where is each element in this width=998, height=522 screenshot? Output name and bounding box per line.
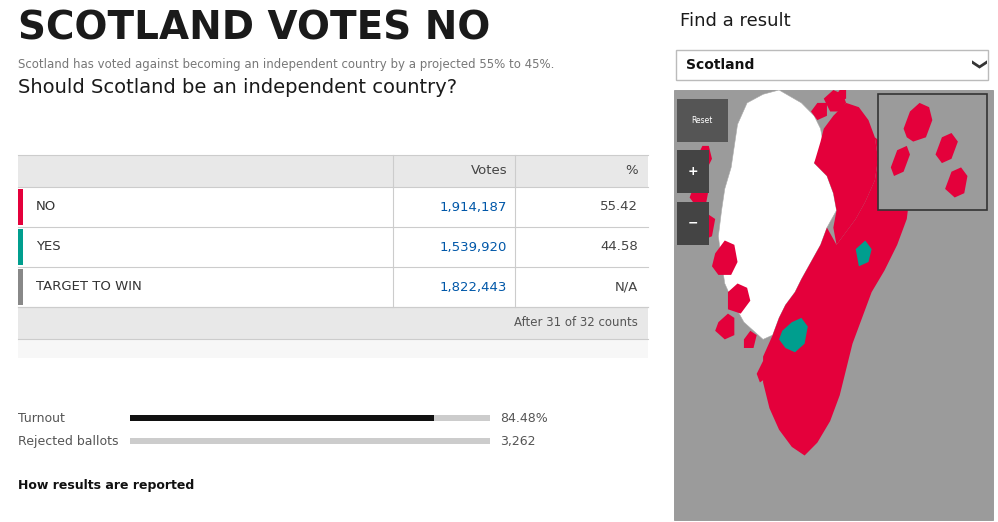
Bar: [677, 99, 728, 141]
Text: +: +: [688, 165, 699, 178]
Bar: [18, 267, 648, 307]
Bar: [130, 415, 434, 421]
Text: −: −: [688, 217, 698, 230]
Polygon shape: [756, 361, 769, 383]
Bar: [676, 50, 988, 80]
Text: Should Scotland be an independent country?: Should Scotland be an independent countr…: [18, 78, 457, 97]
Polygon shape: [935, 133, 958, 163]
Text: Scotland has voted against becoming an independent country by a projected 55% to: Scotland has voted against becoming an i…: [18, 58, 554, 71]
Text: Find a result: Find a result: [680, 12, 790, 30]
Bar: [878, 94, 987, 210]
Polygon shape: [719, 90, 836, 339]
Text: YES: YES: [36, 241, 61, 254]
Text: N/A: N/A: [615, 280, 638, 293]
Bar: [130, 415, 490, 421]
Bar: [18, 155, 648, 358]
Text: ❯: ❯: [968, 58, 983, 72]
Polygon shape: [833, 90, 846, 103]
Bar: [18, 307, 648, 339]
Polygon shape: [696, 215, 716, 241]
Text: SCOTLAND VOTES NO: SCOTLAND VOTES NO: [18, 10, 490, 48]
Polygon shape: [903, 103, 932, 141]
Text: 1,914,187: 1,914,187: [440, 200, 507, 213]
Polygon shape: [814, 103, 878, 245]
Polygon shape: [712, 241, 738, 275]
Polygon shape: [891, 146, 910, 176]
Bar: [18, 227, 648, 267]
Bar: [674, 90, 993, 520]
Polygon shape: [945, 168, 967, 197]
Text: 3,262: 3,262: [500, 434, 536, 447]
Text: NO: NO: [36, 200, 56, 213]
Polygon shape: [744, 331, 756, 348]
Text: 55.42: 55.42: [600, 200, 638, 213]
Text: Rejected ballots: Rejected ballots: [18, 434, 119, 447]
Bar: [18, 189, 23, 225]
Polygon shape: [690, 180, 709, 206]
Polygon shape: [811, 103, 827, 120]
Text: Reset: Reset: [692, 115, 714, 125]
Text: 84.48%: 84.48%: [500, 411, 548, 424]
Text: Votes: Votes: [471, 164, 507, 177]
Polygon shape: [696, 146, 712, 172]
Bar: [18, 155, 648, 187]
Bar: [677, 150, 709, 193]
Polygon shape: [716, 314, 735, 339]
Text: 1,539,920: 1,539,920: [440, 241, 507, 254]
Bar: [18, 269, 23, 305]
Bar: [18, 187, 648, 227]
Text: 44.58: 44.58: [600, 241, 638, 254]
Text: 1,822,443: 1,822,443: [440, 280, 507, 293]
Text: %: %: [625, 164, 638, 177]
Polygon shape: [823, 90, 846, 112]
Text: After 31 of 32 counts: After 31 of 32 counts: [514, 316, 638, 329]
Text: TARGET TO WIN: TARGET TO WIN: [36, 280, 142, 293]
Bar: [677, 202, 709, 245]
Polygon shape: [728, 283, 750, 314]
Text: Turnout: Turnout: [18, 411, 65, 424]
Polygon shape: [779, 318, 807, 352]
Text: How results are reported: How results are reported: [18, 479, 195, 492]
Bar: [18, 229, 23, 265]
Bar: [130, 438, 490, 444]
Polygon shape: [763, 137, 910, 456]
Text: Scotland: Scotland: [686, 58, 754, 72]
Polygon shape: [855, 241, 871, 266]
